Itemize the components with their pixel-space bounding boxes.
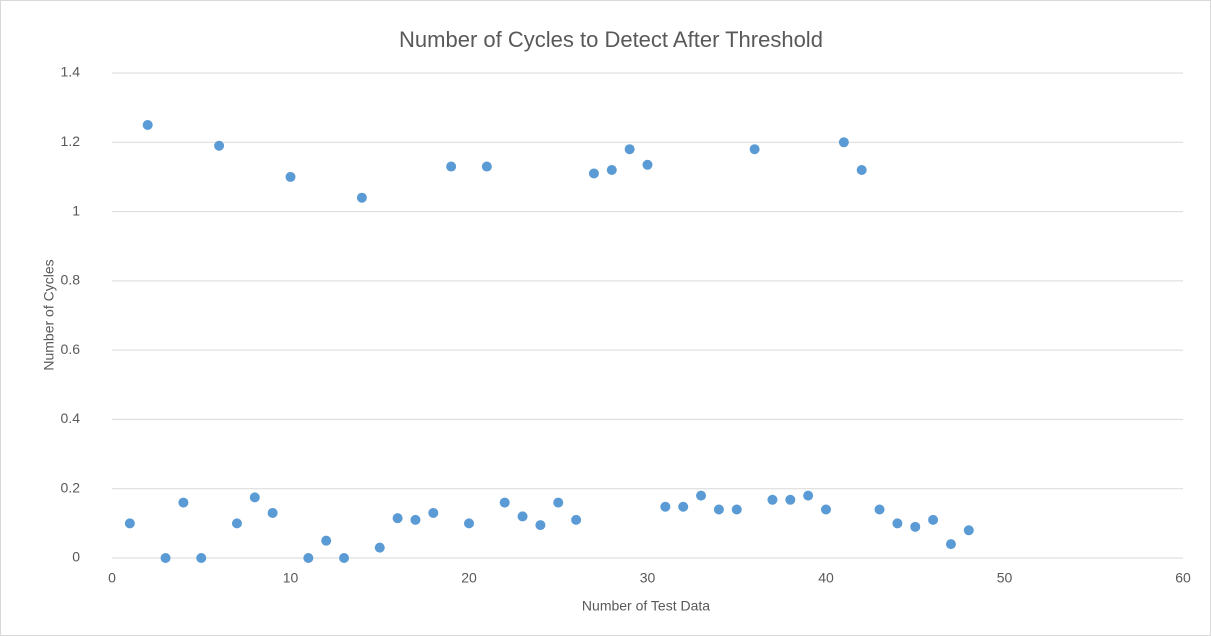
point bbox=[571, 514, 582, 525]
point bbox=[910, 521, 921, 532]
point bbox=[124, 518, 135, 529]
point bbox=[392, 513, 403, 524]
point bbox=[803, 490, 814, 501]
point bbox=[410, 514, 421, 525]
point bbox=[874, 504, 885, 515]
point bbox=[160, 553, 171, 563]
y-tick-label: 1 bbox=[72, 202, 80, 218]
point bbox=[535, 520, 546, 531]
point bbox=[731, 504, 742, 515]
point bbox=[856, 165, 867, 175]
point bbox=[446, 161, 457, 172]
x-tick-label: 60 bbox=[1175, 570, 1191, 586]
x-tick-label: 10 bbox=[283, 570, 299, 586]
point bbox=[374, 542, 385, 553]
point bbox=[142, 119, 153, 130]
point bbox=[428, 507, 439, 518]
x-axis-label: Number of Test Data bbox=[582, 598, 710, 614]
point bbox=[963, 525, 974, 536]
point bbox=[892, 518, 903, 529]
point bbox=[588, 168, 599, 179]
point bbox=[696, 490, 707, 501]
point bbox=[196, 553, 207, 563]
point bbox=[678, 501, 689, 512]
point bbox=[214, 140, 225, 151]
point bbox=[945, 539, 956, 550]
point bbox=[499, 497, 510, 508]
point bbox=[713, 504, 724, 515]
point bbox=[321, 535, 332, 546]
point bbox=[660, 501, 671, 512]
y-tick-label: 0 bbox=[72, 549, 80, 565]
y-tick-label: 0.2 bbox=[61, 479, 81, 495]
point bbox=[785, 494, 796, 505]
x-tick-label: 50 bbox=[997, 570, 1013, 586]
point bbox=[464, 518, 474, 529]
x-tick-label: 0 bbox=[108, 570, 116, 586]
point bbox=[553, 497, 564, 508]
point bbox=[356, 192, 367, 203]
point bbox=[481, 161, 492, 172]
x-tick-label: 30 bbox=[640, 570, 656, 586]
point bbox=[642, 159, 653, 170]
y-tick-label: 0.8 bbox=[61, 272, 81, 288]
point bbox=[821, 504, 831, 515]
x-tick-label: 20 bbox=[461, 570, 477, 586]
point bbox=[749, 144, 760, 155]
point bbox=[249, 492, 260, 503]
point bbox=[231, 518, 242, 529]
y-tick-label: 1.2 bbox=[61, 133, 81, 149]
point bbox=[517, 511, 528, 522]
y-axis-label: Number of Cycles bbox=[41, 259, 57, 370]
x-tick-label: 40 bbox=[818, 570, 834, 586]
chart-title: Number of Cycles to Detect After Thresho… bbox=[399, 27, 823, 52]
point bbox=[267, 507, 278, 518]
point bbox=[624, 144, 635, 155]
point bbox=[606, 165, 617, 175]
point bbox=[767, 494, 778, 505]
y-tick-label: 0.6 bbox=[61, 341, 81, 357]
y-tick-label: 1.4 bbox=[61, 64, 81, 80]
y-tick-label: 0.4 bbox=[61, 410, 81, 426]
point bbox=[303, 553, 314, 563]
point bbox=[285, 171, 296, 182]
point bbox=[339, 553, 350, 563]
point bbox=[838, 137, 849, 148]
point bbox=[178, 497, 189, 508]
point bbox=[928, 514, 939, 525]
